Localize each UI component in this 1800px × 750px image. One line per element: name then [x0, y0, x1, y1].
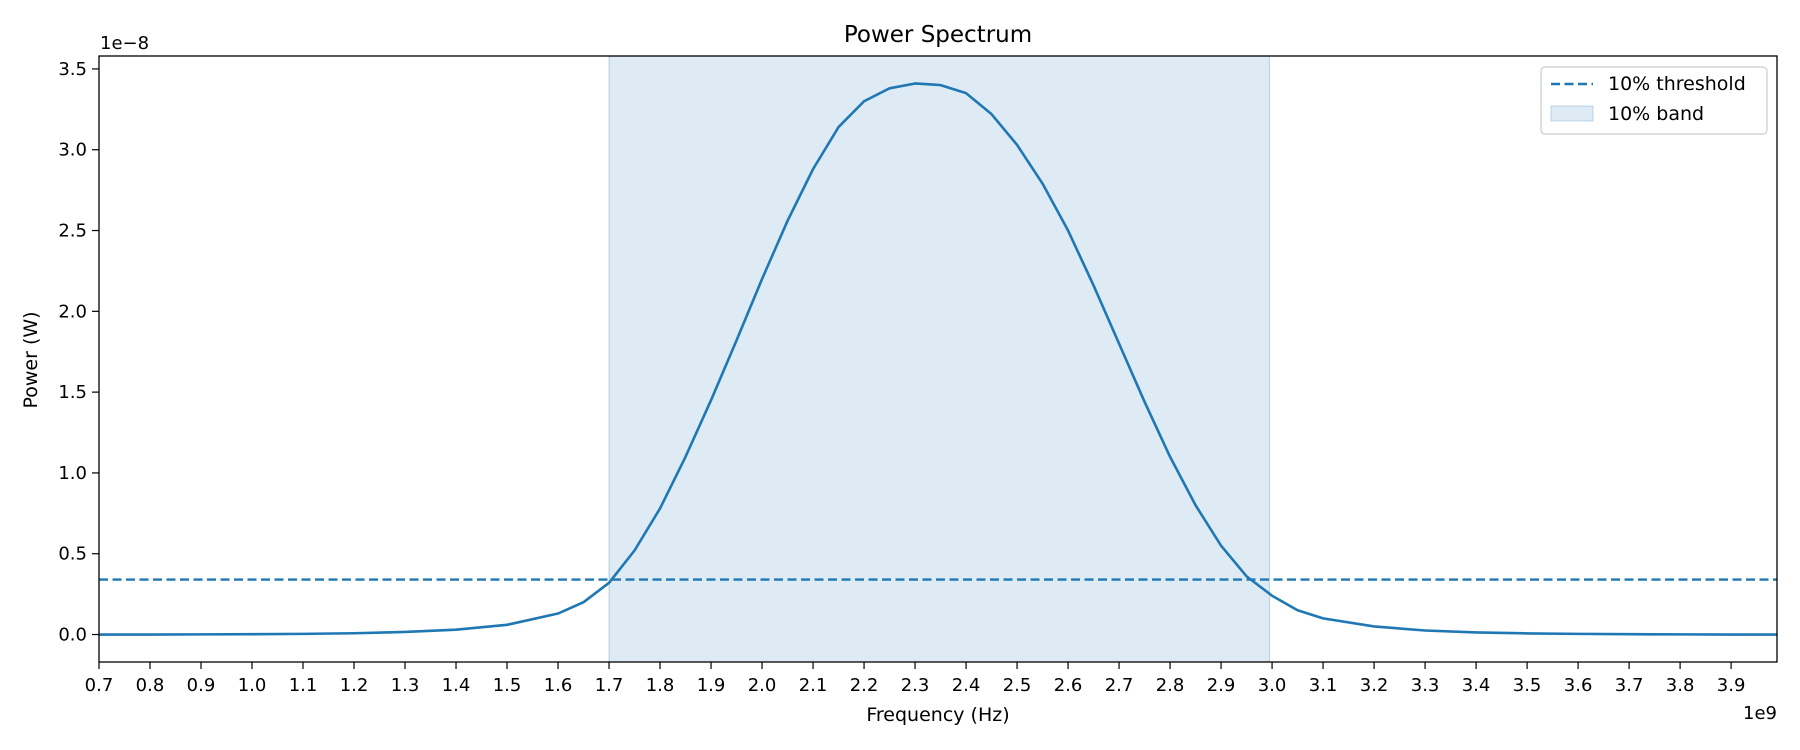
x-tick-label: 3.7 [1615, 675, 1644, 696]
y-axis-offset-label: 1e−8 [100, 33, 149, 54]
x-tick-label: 2.1 [799, 675, 828, 696]
y-axis-ticks: 0.0 0.5 1.0 1.5 2.0 2.5 3.0 3.5 [58, 59, 99, 646]
x-tick-label: 1.2 [340, 675, 369, 696]
x-tick-label: 2.3 [901, 675, 930, 696]
legend-band-label: 10% band [1608, 103, 1704, 125]
axes-frame [98, 55, 1778, 663]
x-tick-label: 3.9 [1717, 675, 1746, 696]
x-tick-label: 1.4 [442, 675, 471, 696]
x-tick-label: 2.9 [1207, 675, 1236, 696]
x-tick-label: 0.8 [136, 675, 165, 696]
x-axis-title: Frequency (Hz) [866, 704, 1009, 726]
x-tick-label: 1.3 [391, 675, 420, 696]
x-tick-label: 3.6 [1564, 675, 1593, 696]
x-tick-label: 3.0 [1258, 675, 1287, 696]
plot-area [99, 56, 1777, 662]
x-tick-label: 3.4 [1462, 675, 1491, 696]
x-tick-label: 1.8 [646, 675, 675, 696]
y-tick-label: 1.5 [58, 382, 87, 403]
x-tick-label: 2.6 [1054, 675, 1083, 696]
x-axis-ticks: 0.7 0.8 0.9 1.0 1.1 1.2 1.3 1.4 1.5 1.6 1.7 1.8 1.9 2… [85, 662, 1746, 696]
x-axis-offset-label: 1e9 [1743, 703, 1777, 724]
x-tick-label: 2.2 [850, 675, 879, 696]
ten-percent-band [609, 56, 1270, 662]
x-tick-label: 2.8 [1156, 675, 1185, 696]
x-tick-label: 1.7 [595, 675, 624, 696]
legend-threshold-label: 10% threshold [1608, 73, 1746, 95]
x-tick-label: 3.2 [1360, 675, 1389, 696]
legend-box [1540, 66, 1768, 135]
y-tick-label: 1.0 [58, 463, 87, 484]
power-spectrum-line [99, 82, 1777, 636]
x-tick-label: 1.9 [697, 675, 726, 696]
x-tick-label: 2.7 [1105, 675, 1134, 696]
y-tick-label: 3.5 [58, 59, 87, 80]
x-tick-label: 2.0 [748, 675, 777, 696]
x-tick-label: 1.6 [544, 675, 573, 696]
x-tick-label: 3.3 [1411, 675, 1440, 696]
x-tick-label: 3.5 [1513, 675, 1542, 696]
x-tick-label: 3.8 [1666, 675, 1695, 696]
legend: 10% threshold 10% band [1540, 66, 1768, 135]
x-tick-label: 0.7 [85, 675, 114, 696]
x-tick-label: 1.1 [289, 675, 318, 696]
chart-title: Power Spectrum [844, 22, 1032, 48]
x-tick-label: 2.5 [1003, 675, 1032, 696]
y-tick-label: 0.5 [58, 544, 87, 565]
legend-band-swatch [1550, 105, 1594, 122]
x-tick-label: 2.4 [952, 675, 981, 696]
y-tick-label: 0.0 [58, 625, 87, 646]
x-tick-label: 0.9 [187, 675, 216, 696]
x-tick-label: 3.1 [1309, 675, 1338, 696]
x-tick-label: 1.0 [238, 675, 267, 696]
y-tick-label: 2.5 [58, 221, 87, 242]
x-tick-label: 1.5 [493, 675, 522, 696]
y-tick-label: 3.0 [58, 140, 87, 161]
y-axis-title: Power (W) [20, 311, 42, 408]
y-tick-label: 2.0 [58, 301, 87, 322]
